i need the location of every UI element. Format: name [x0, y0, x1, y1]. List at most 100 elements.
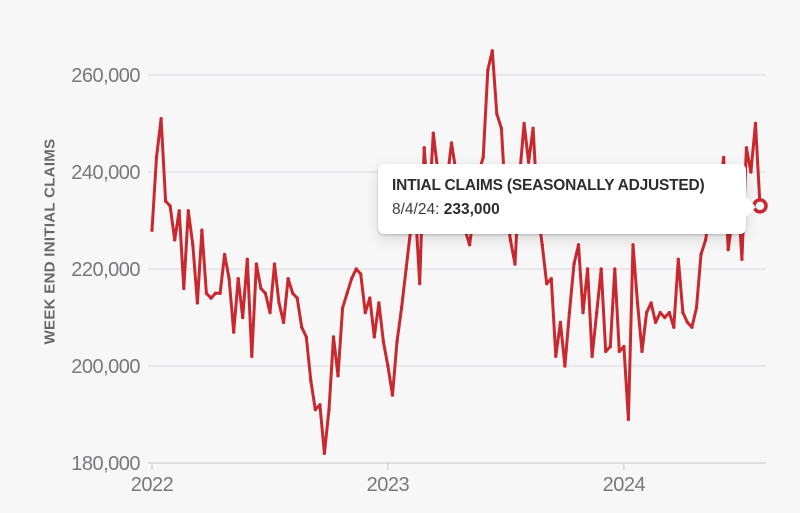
- data-point: [313, 407, 317, 412]
- data-point: [549, 277, 553, 281]
- data-point: [209, 296, 213, 300]
- data-point: [581, 310, 585, 315]
- data-point: [159, 117, 163, 121]
- data-point: [540, 243, 544, 247]
- tooltip-date: 8/4/24:: [392, 201, 440, 218]
- data-point: [399, 306, 404, 310]
- data-point: [699, 252, 703, 257]
- data-point: [349, 277, 354, 281]
- data-point: [513, 262, 517, 266]
- data-point: [377, 301, 381, 305]
- data-point: [200, 228, 204, 232]
- data-point: [508, 238, 513, 242]
- data-point: [359, 272, 363, 276]
- data-point: [590, 354, 594, 358]
- data-point: [227, 277, 231, 281]
- data-point: [431, 131, 435, 135]
- data-point: [372, 335, 376, 339]
- data-point: [558, 320, 563, 325]
- data-point: [340, 306, 345, 310]
- data-point: [277, 301, 281, 305]
- data-point: [254, 262, 259, 266]
- data-point: [667, 310, 671, 315]
- data-point: [363, 310, 367, 315]
- data-point: [422, 146, 426, 150]
- y-tick-label: 180,000: [71, 453, 140, 475]
- data-point: [722, 155, 726, 160]
- data-point: [191, 243, 195, 247]
- data-point: [245, 257, 249, 261]
- data-point: [744, 146, 749, 150]
- data-point: [622, 344, 626, 349]
- data-point: [563, 364, 567, 368]
- data-point: [613, 267, 617, 271]
- data-point: [268, 310, 272, 315]
- data-point: [222, 252, 227, 257]
- data-point: [163, 199, 168, 203]
- data-point: [554, 354, 558, 358]
- data-point: [291, 291, 295, 295]
- y-tick-label: 220,000: [71, 259, 140, 281]
- data-point: [467, 243, 472, 247]
- data-point: [295, 296, 299, 300]
- data-point: [658, 310, 662, 315]
- data-point: [653, 320, 658, 325]
- data-point: [327, 407, 331, 412]
- data-point: [336, 374, 340, 378]
- data-point: [604, 349, 608, 354]
- data-point: [631, 243, 635, 247]
- claims-line: [150, 49, 762, 455]
- data-point: [567, 310, 572, 315]
- data-point: [386, 364, 390, 368]
- data-point: [740, 257, 744, 261]
- data-point: [608, 344, 612, 349]
- tooltip-value: 233,000: [443, 201, 500, 218]
- data-point: [490, 49, 494, 53]
- data-point: [331, 335, 336, 339]
- tooltip-arrow-right: [746, 197, 756, 217]
- data-point: [531, 126, 535, 130]
- data-point: [168, 204, 172, 208]
- data-point: [300, 325, 304, 329]
- data-point: [499, 126, 504, 130]
- data-point: [322, 451, 327, 455]
- data-point: [690, 325, 694, 329]
- data-point: [182, 286, 186, 291]
- data-point: [195, 301, 200, 305]
- y-tick-label: 200,000: [71, 356, 140, 378]
- data-point: [173, 238, 177, 242]
- data-point: [617, 349, 621, 354]
- data-point: [644, 310, 649, 315]
- data-point: [309, 378, 313, 383]
- data-point: [404, 267, 408, 271]
- tooltip-value-line: 8/4/24: 233,000: [392, 199, 732, 220]
- data-point: [649, 301, 653, 305]
- data-point: [663, 315, 667, 320]
- data-point: [177, 209, 181, 213]
- data-point: [232, 330, 236, 334]
- data-point: [154, 155, 159, 160]
- data-point: [218, 291, 222, 295]
- data-point: [354, 267, 358, 271]
- data-point: [204, 291, 209, 295]
- data-point: [694, 306, 699, 310]
- data-point: [449, 141, 454, 145]
- data-point: [486, 68, 490, 72]
- data-point: [263, 291, 268, 295]
- y-tick-label: 240,000: [71, 162, 140, 184]
- data-point: [599, 267, 603, 271]
- data-point: [236, 277, 240, 281]
- data-point: [585, 267, 590, 271]
- data-point: [749, 170, 753, 174]
- data-point: [676, 257, 680, 261]
- data-point: [703, 238, 708, 242]
- data-point: [626, 417, 631, 422]
- data-point: [572, 262, 576, 266]
- data-point: [272, 262, 277, 266]
- data-point: [150, 228, 154, 232]
- data-point: [259, 286, 263, 291]
- data-point: [526, 160, 531, 164]
- x-tick-label: 2024: [603, 474, 646, 496]
- data-point: [368, 296, 372, 300]
